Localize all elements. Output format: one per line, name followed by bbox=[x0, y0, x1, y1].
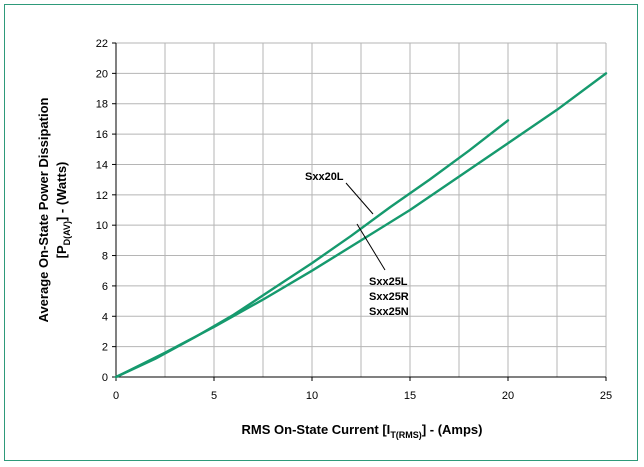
x-axis-title-main: RMS On-State Current [I bbox=[242, 422, 391, 437]
y-tick-label: 12 bbox=[96, 190, 108, 202]
y-axis-title: Average On-State Power Dissipation [PD(A… bbox=[36, 97, 72, 322]
annotation-sxx25l: Sxx25L bbox=[369, 276, 408, 288]
x-axis-title-subscript: T(RMS) bbox=[390, 430, 422, 440]
y-tick-label: 18 bbox=[96, 99, 108, 111]
y-axis-title-line1: Average On-State Power Dissipation bbox=[36, 97, 51, 322]
y-tick-label: 4 bbox=[102, 311, 108, 323]
x-tick-labels: 0 5 10 15 20 25 bbox=[113, 390, 612, 402]
x-tick-label: 5 bbox=[211, 390, 217, 402]
y-axis-title-line2-main: [P bbox=[54, 245, 69, 258]
series-lines bbox=[114, 72, 608, 379]
x-tick-label: 20 bbox=[502, 390, 514, 402]
y-tick-label: 14 bbox=[96, 159, 108, 171]
x-tick-label: 15 bbox=[404, 390, 416, 402]
y-axis-title-line2: [PD(AV)] - (Watts) bbox=[54, 162, 72, 259]
y-tick-label: 20 bbox=[96, 68, 108, 80]
y-tick-label: 22 bbox=[96, 38, 108, 50]
y-tick-label: 0 bbox=[102, 372, 108, 384]
y-tick-label: 8 bbox=[102, 251, 108, 263]
series-line-2 bbox=[114, 72, 608, 379]
x-tick-label: 0 bbox=[113, 390, 119, 402]
x-tick-label: 25 bbox=[600, 390, 612, 402]
chart-frame bbox=[4, 4, 638, 461]
y-tick-label: 2 bbox=[102, 342, 108, 354]
annotation-leader-sxx25 bbox=[356, 223, 386, 271]
annotation-leader-sxx20l bbox=[345, 182, 374, 215]
annotation-sxx25n: Sxx25N bbox=[369, 306, 409, 318]
grid-lines bbox=[116, 42, 607, 377]
annotation-sxx20l: Sxx20L bbox=[305, 171, 344, 183]
axes bbox=[112, 42, 607, 381]
x-tick-label: 10 bbox=[306, 390, 318, 402]
y-tick-label: 10 bbox=[96, 220, 108, 232]
y-axis-title-subscript: D(AV) bbox=[62, 221, 72, 245]
y-axis-title-line2-end: ] - (Watts) bbox=[54, 162, 69, 221]
y-tick-labels: 0 2 4 6 8 10 12 14 16 18 20 22 bbox=[96, 38, 108, 384]
x-axis-title: RMS On-State Current [IT(RMS)] - (Amps) bbox=[242, 422, 483, 440]
annotation-sxx25r: Sxx25R bbox=[369, 291, 409, 303]
x-axis-title-end: ] - (Amps) bbox=[422, 422, 483, 437]
y-tick-label: 6 bbox=[102, 281, 108, 293]
y-tick-label: 16 bbox=[96, 129, 108, 141]
